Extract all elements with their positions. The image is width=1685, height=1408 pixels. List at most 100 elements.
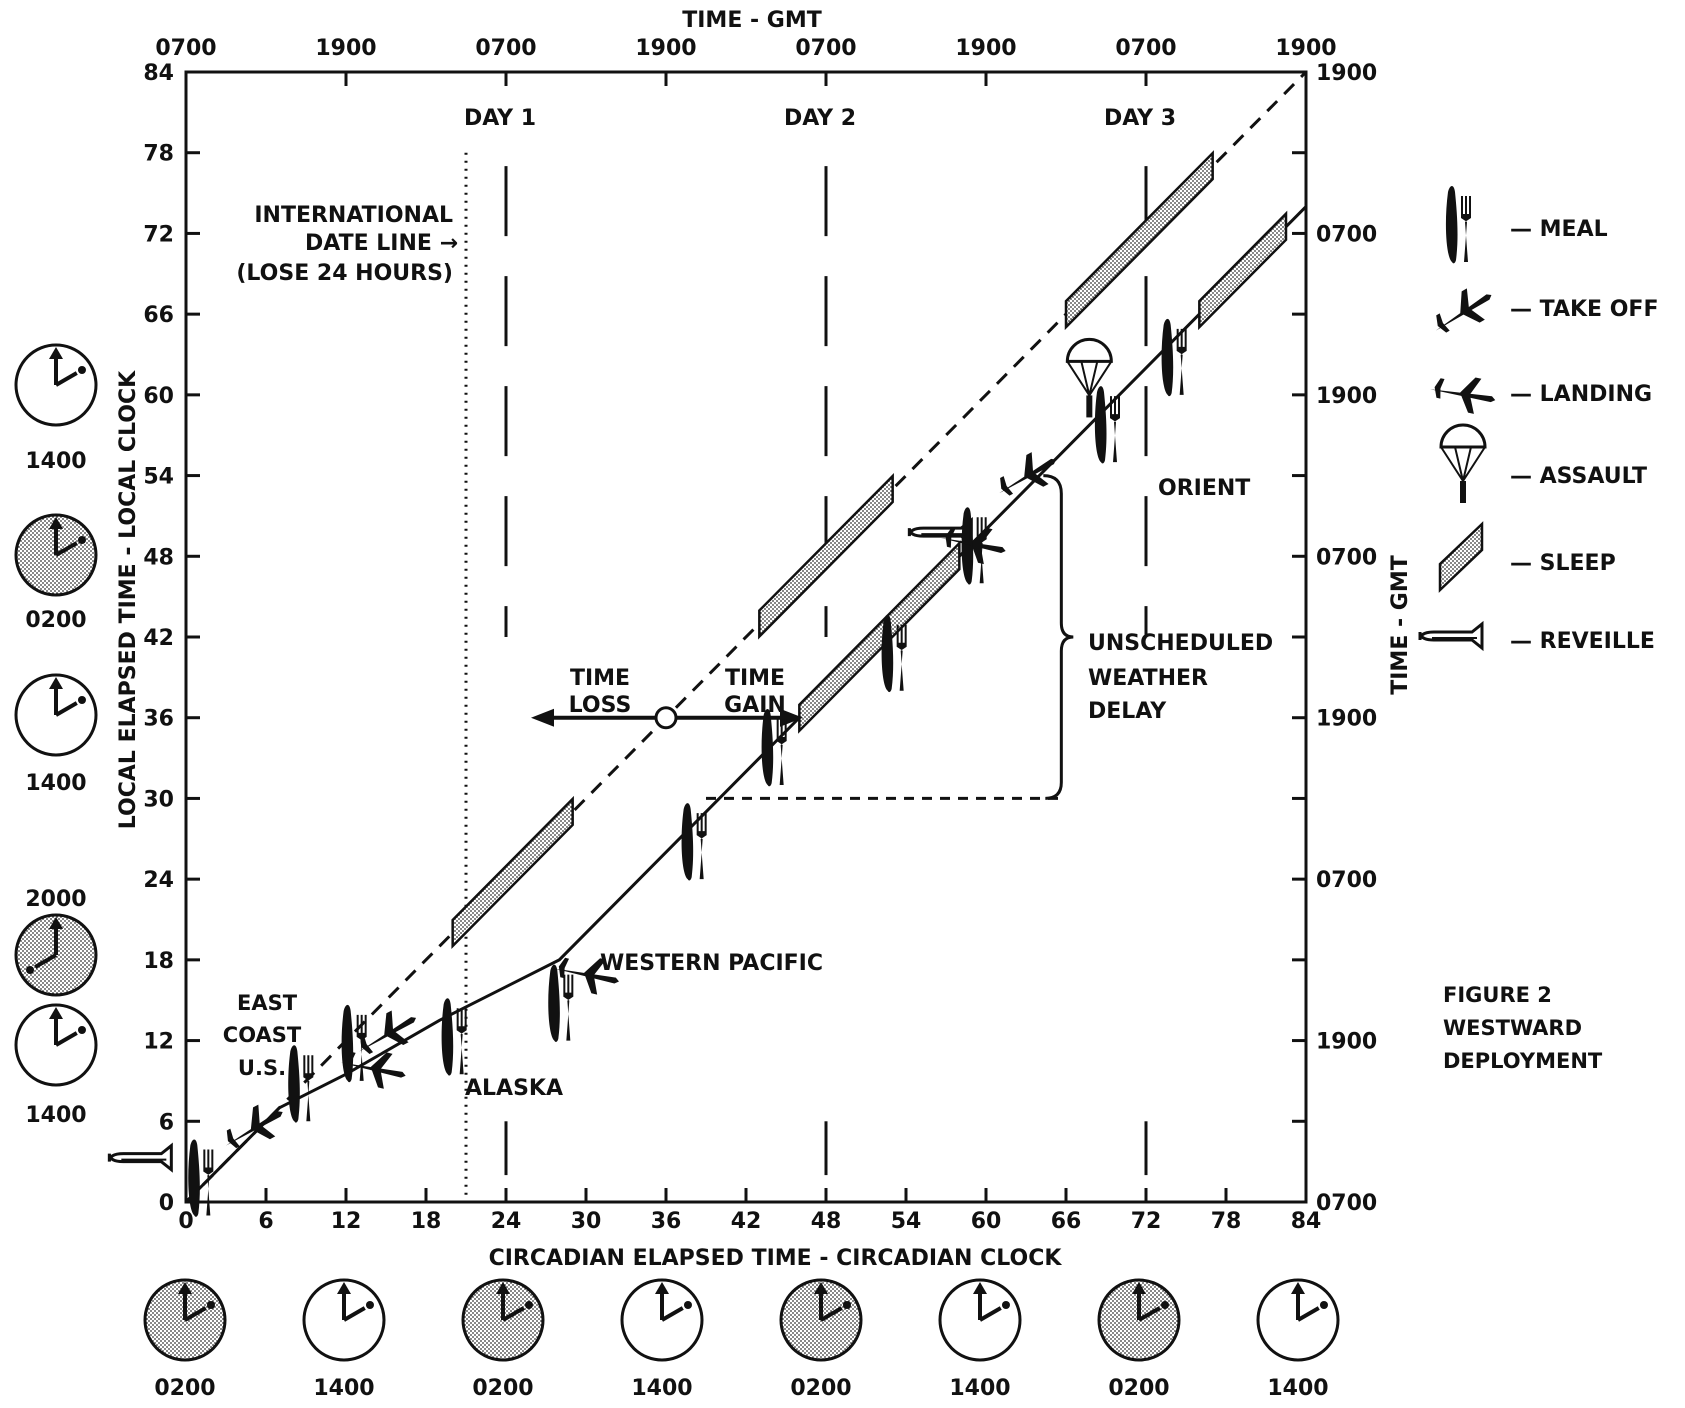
plane-wings bbox=[1024, 452, 1049, 487]
legend-label: — ASSAULT bbox=[1510, 464, 1647, 489]
plane-wings bbox=[1460, 288, 1485, 323]
western-pacific-label: WESTERN PACIFIC bbox=[600, 951, 823, 976]
sleep-bar-deployment bbox=[798, 540, 961, 734]
y-tick-label: 0 bbox=[159, 1191, 174, 1216]
x-tick-label: 18 bbox=[411, 1209, 442, 1234]
date-line-label-1: INTERNATIONAL bbox=[254, 203, 453, 228]
right-tick-label: 0700 bbox=[1316, 1191, 1377, 1216]
clock-hour-hand bbox=[660, 1306, 684, 1322]
left-axis-title: LOCAL ELAPSED TIME - LOCAL CLOCK bbox=[116, 370, 141, 829]
clock-label: 1400 bbox=[313, 1376, 374, 1401]
clock-hour-tip bbox=[524, 1301, 533, 1309]
y-tick-label: 48 bbox=[143, 545, 174, 570]
x-tick-label: 0 bbox=[178, 1209, 193, 1234]
plane-tail bbox=[1000, 476, 1014, 496]
clock-hour-tip bbox=[683, 1301, 692, 1309]
figure-caption-2: WESTWARD bbox=[1443, 1016, 1582, 1040]
clock-minute-arrow bbox=[49, 677, 63, 689]
parachute-lines bbox=[1066, 360, 1113, 396]
bugle-body bbox=[107, 1142, 173, 1173]
top-tick-label: 0700 bbox=[475, 36, 536, 61]
top-tick-label: 0700 bbox=[795, 36, 856, 61]
meal-knife bbox=[1094, 386, 1107, 464]
clock-hour-hand bbox=[501, 1306, 525, 1322]
bottom-clock: 1400 bbox=[1256, 1278, 1340, 1401]
clock-label: 0200 bbox=[154, 1376, 215, 1401]
meal-fork bbox=[976, 517, 987, 584]
clock-hour-tip bbox=[77, 1026, 86, 1034]
y-tick-label: 24 bbox=[143, 868, 174, 893]
clock-label: 1400 bbox=[949, 1376, 1010, 1401]
plane-wings bbox=[384, 1010, 409, 1046]
east-coast-label-2: COAST bbox=[223, 1023, 302, 1047]
clock-label: 1400 bbox=[1267, 1376, 1328, 1401]
take-off-icon bbox=[1435, 288, 1492, 333]
parachute-canopy bbox=[1439, 423, 1487, 449]
plane-tail bbox=[558, 957, 570, 979]
clock-minute-arrow bbox=[178, 1282, 192, 1294]
top-tick-label: 1900 bbox=[1275, 36, 1336, 61]
meal-knife bbox=[881, 614, 894, 693]
landing-icon bbox=[1430, 377, 1496, 414]
clock-minute-arrow bbox=[337, 1282, 351, 1294]
right-axis-title: TIME - GMT bbox=[1388, 555, 1413, 695]
meal-fork bbox=[776, 718, 787, 785]
meal-knife bbox=[1445, 186, 1458, 264]
meal-knife bbox=[288, 1045, 300, 1123]
clock-hour-tip bbox=[26, 966, 35, 974]
clock-hour-hand bbox=[54, 1031, 78, 1047]
plane bbox=[1430, 377, 1496, 414]
alaska-label: ALASKA bbox=[465, 1076, 563, 1101]
time-gain-label-2: GAIN bbox=[724, 693, 786, 718]
clock-label: 1400 bbox=[25, 1103, 86, 1128]
time-loss-label-1: TIME bbox=[570, 666, 630, 691]
sleep-bar-reference bbox=[1064, 150, 1214, 331]
legend-label: — SLEEP bbox=[1510, 551, 1616, 576]
top-tick-label: 1900 bbox=[635, 36, 696, 61]
plane-wings bbox=[370, 1052, 393, 1089]
lines-layer bbox=[184, 70, 1308, 1204]
meal-knife bbox=[1161, 318, 1174, 397]
clock-hour-hand bbox=[183, 1306, 207, 1322]
clock-label: 1400 bbox=[631, 1376, 692, 1401]
clock-hour-hand bbox=[54, 541, 78, 557]
x-tick-label: 72 bbox=[1131, 1209, 1162, 1234]
x-tick-label: 60 bbox=[971, 1209, 1002, 1234]
clock-hour-hand bbox=[34, 953, 57, 969]
meal-knife bbox=[441, 998, 454, 1076]
clock-hour-tip bbox=[1160, 1301, 1169, 1309]
clock-hour-tip bbox=[1001, 1301, 1010, 1309]
left-clock: 1400 bbox=[14, 673, 98, 796]
meal-knife bbox=[188, 1139, 200, 1217]
x-tick-label: 12 bbox=[331, 1209, 362, 1234]
sleep-bar-deployment bbox=[1198, 210, 1288, 331]
y-tick-label: 84 bbox=[143, 61, 174, 86]
legend-label: — TAKE OFF bbox=[1510, 297, 1658, 322]
bottom-axis-title: CIRCADIAN ELAPSED TIME - CIRCADIAN CLOCK bbox=[489, 1246, 1063, 1271]
east-coast-label-1: EAST bbox=[237, 991, 298, 1015]
clock-hour-tip bbox=[1319, 1301, 1328, 1309]
figure-caption-1: FIGURE 2 bbox=[1443, 983, 1552, 1007]
bottom-clock: 0200 bbox=[461, 1278, 545, 1401]
clock-minute-arrow bbox=[1291, 1282, 1305, 1294]
meal-fork bbox=[1176, 328, 1187, 395]
meal-fork bbox=[1110, 396, 1120, 463]
legend-label: — MEAL bbox=[1510, 217, 1608, 242]
y-tick-label: 54 bbox=[143, 465, 174, 490]
clock-minute-arrow bbox=[655, 1282, 669, 1294]
bugle-body bbox=[907, 516, 973, 548]
x-tick-label: 36 bbox=[651, 1209, 682, 1234]
bugle-body bbox=[1418, 620, 1484, 652]
plane-tail bbox=[345, 1051, 356, 1073]
meal-icon bbox=[1445, 186, 1471, 264]
y-tick-label: 18 bbox=[143, 949, 174, 974]
bottom-clock: 1400 bbox=[302, 1278, 386, 1401]
clock-hour-hand bbox=[1138, 1306, 1161, 1322]
clock-hour-tip bbox=[206, 1301, 215, 1309]
x-tick-label: 78 bbox=[1211, 1209, 1242, 1234]
date-line-label-3: (LOSE 24 HOURS) bbox=[236, 261, 453, 286]
weather-delay-label-2: WEATHER bbox=[1088, 666, 1208, 691]
meal-fork bbox=[356, 1014, 367, 1081]
x-tick-label: 42 bbox=[731, 1209, 762, 1234]
